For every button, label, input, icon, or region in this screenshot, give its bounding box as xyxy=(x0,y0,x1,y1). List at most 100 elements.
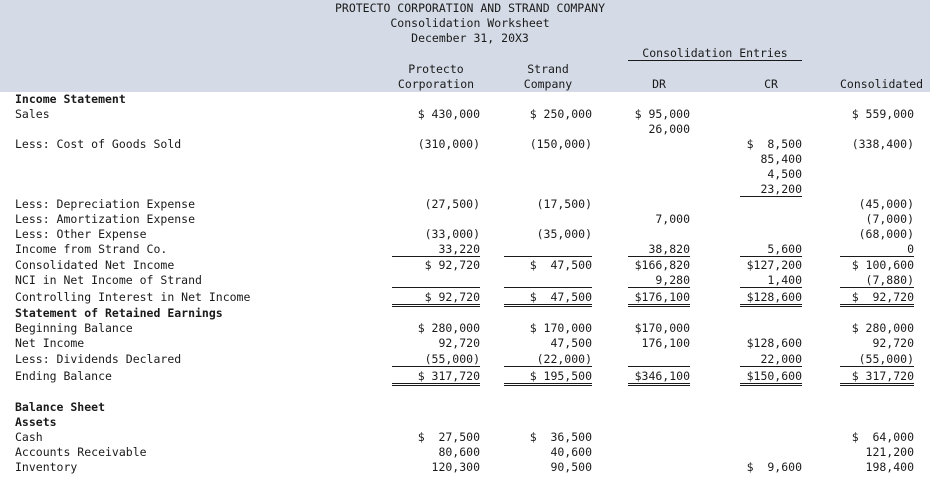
row-label: Sales xyxy=(15,107,50,121)
consolidated-header: Consolidated xyxy=(840,77,924,91)
cr-cell: $ 9,600 xyxy=(746,460,802,474)
cr-cell: $ 8,500 xyxy=(746,137,802,151)
row-label: Statement of Retained Earnings xyxy=(15,306,223,320)
protecto-cell: 33,220 xyxy=(392,242,480,257)
protecto-cell: (55,000) xyxy=(392,352,480,367)
dr-cell: $176,100 xyxy=(628,290,690,307)
consolidated-cell: 92,720 xyxy=(872,336,914,350)
strand-cell: 40,600 xyxy=(550,445,592,459)
protecto-cell: (27,500) xyxy=(424,197,480,211)
strand-cell: (150,000) xyxy=(529,137,592,151)
cr-cell: 22,000 xyxy=(740,352,802,367)
strand-cell: 47,500 xyxy=(550,336,592,350)
cr-cell: $127,200 xyxy=(746,258,802,272)
protecto-cell: 92,720 xyxy=(438,336,480,350)
row-label: Less: Amortization Expense xyxy=(15,212,196,226)
row-label: Income Statement xyxy=(15,92,126,106)
strand-cell: (22,000) xyxy=(504,352,592,367)
cr-cell: $128,600 xyxy=(740,290,802,307)
row-label: Less: Dividends Declared xyxy=(15,352,182,366)
cr-cell: 23,200 xyxy=(740,182,802,197)
row-label: NCI in Net Income of Strand xyxy=(15,273,202,287)
consolidation-entries-header: Consolidation Entries xyxy=(628,46,802,61)
protecto-cell: $ 317,720 xyxy=(392,369,480,386)
protecto-cell: $ 280,000 xyxy=(417,321,480,335)
consolidated-cell: $ 559,000 xyxy=(851,107,914,121)
strand-header-line1: Strand xyxy=(527,62,569,76)
protecto-cell: $ 430,000 xyxy=(417,107,480,121)
consolidated-cell: (7,000) xyxy=(865,212,914,226)
consolidated-cell: 198,400 xyxy=(865,460,914,474)
dr-cell: 7,000 xyxy=(655,212,690,226)
cr-cell: 85,400 xyxy=(760,152,802,166)
protecto-header-line2: Corporation xyxy=(397,77,475,91)
cr-cell: $128,600 xyxy=(746,336,802,350)
consolidated-cell: 0 xyxy=(840,242,914,257)
protecto-cell: $ 92,720 xyxy=(424,258,480,272)
protecto-cell: 80,600 xyxy=(438,445,480,459)
row-label: Consolidated Net Income xyxy=(15,258,175,272)
row-label: Less: Depreciation Expense xyxy=(15,197,196,211)
consolidated-cell: $ 317,720 xyxy=(840,369,914,386)
row-label: Cash xyxy=(15,430,43,444)
cr-header: CR xyxy=(764,77,778,91)
consolidated-cell: $ 280,000 xyxy=(851,321,914,335)
report-subtitle: Consolidation Worksheet xyxy=(390,16,550,30)
strand-cell xyxy=(504,242,592,257)
strand-cell: $ 250,000 xyxy=(529,107,592,121)
row-label: Less: Other Expense xyxy=(15,227,147,241)
dr-cell: 9,280 xyxy=(628,273,690,288)
header-band xyxy=(0,0,930,92)
consolidated-cell: 121,200 xyxy=(865,445,914,459)
cr-cell: 4,500 xyxy=(767,167,802,181)
row-label: Balance Sheet xyxy=(15,400,106,414)
row-label: Inventory xyxy=(15,460,78,474)
strand-cell: $ 47,500 xyxy=(529,258,592,272)
consolidated-cell: $ 100,600 xyxy=(851,258,914,272)
consolidated-cell: $ 92,720 xyxy=(840,290,914,307)
strand-cell: $ 36,500 xyxy=(529,430,592,444)
strand-cell: (35,000) xyxy=(536,227,592,241)
strand-cell: $ 195,500 xyxy=(504,369,592,386)
row-label: Income from Strand Co. xyxy=(15,242,168,256)
dr-cell: $346,100 xyxy=(628,369,690,386)
protecto-header-line1: Protecto xyxy=(408,62,464,76)
dr-cell: $170,000 xyxy=(634,321,690,335)
row-label: Beginning Balance xyxy=(15,321,133,335)
dr-cell xyxy=(628,352,690,367)
dr-cell: 26,000 xyxy=(648,122,690,136)
consolidated-cell: $ 64,000 xyxy=(851,430,914,444)
dr-header: DR xyxy=(652,77,666,91)
protecto-cell: $ 92,720 xyxy=(392,290,480,307)
report-date: December 31, 20X3 xyxy=(411,31,529,45)
row-label: Controlling Interest in Net Income xyxy=(15,290,251,304)
cr-cell: 1,400 xyxy=(740,273,802,288)
consolidated-cell: (45,000) xyxy=(858,197,914,211)
strand-cell: $ 170,000 xyxy=(529,321,592,335)
strand-cell: (17,500) xyxy=(536,197,592,211)
cr-cell: $150,600 xyxy=(740,369,802,386)
dr-cell: $166,820 xyxy=(634,258,690,272)
strand-header-line2: Company xyxy=(523,77,573,91)
consolidated-cell: (7,880) xyxy=(840,273,914,288)
row-label: Accounts Receivable xyxy=(15,445,147,459)
cr-cell: 5,600 xyxy=(740,242,802,257)
protecto-cell: $ 27,500 xyxy=(417,430,480,444)
protecto-cell: 120,300 xyxy=(431,460,480,474)
dr-cell: 176,100 xyxy=(641,336,690,350)
consolidated-cell: (68,000) xyxy=(858,227,914,241)
strand-cell: $ 47,500 xyxy=(504,290,592,307)
dr-cell: 38,820 xyxy=(628,242,690,257)
protecto-cell: (33,000) xyxy=(424,227,480,241)
consolidated-cell: (338,400) xyxy=(851,137,914,151)
strand-cell xyxy=(504,273,592,288)
row-label: Ending Balance xyxy=(15,369,112,383)
protecto-cell: (310,000) xyxy=(417,137,480,151)
row-label: Net Income xyxy=(15,336,85,350)
strand-cell: 90,500 xyxy=(550,460,592,474)
protecto-cell xyxy=(392,273,480,288)
report-title: PROTECTO CORPORATION AND STRAND COMPANY xyxy=(334,1,606,15)
row-label: Less: Cost of Goods Sold xyxy=(15,137,182,151)
dr-cell: $ 95,000 xyxy=(634,107,690,121)
